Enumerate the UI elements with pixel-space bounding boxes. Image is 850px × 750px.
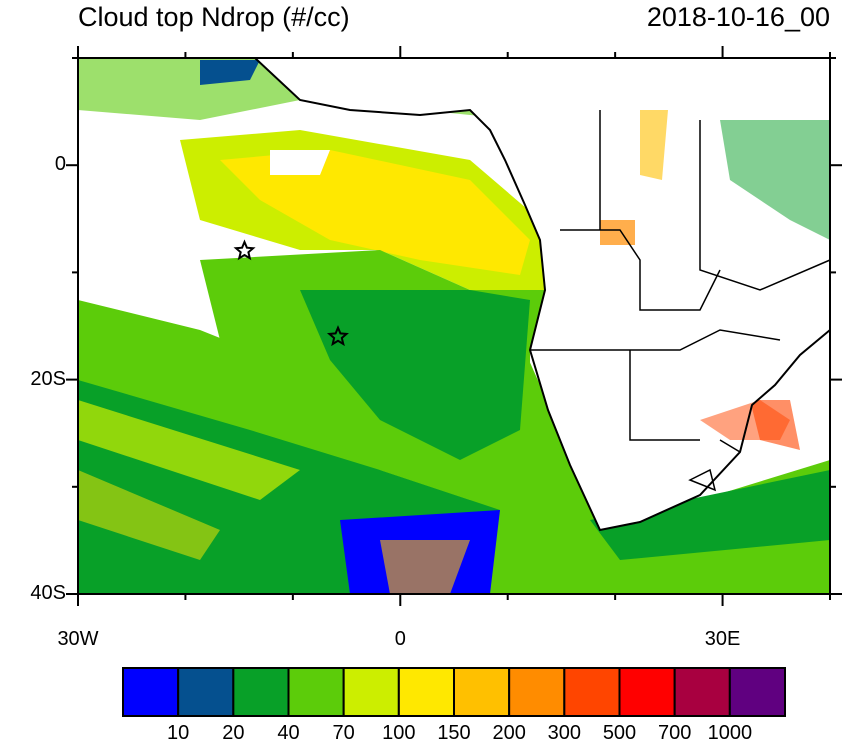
colorbar-label: 150 bbox=[437, 722, 471, 744]
colorbar-swatch bbox=[508, 667, 566, 717]
colorbar-label: 70 bbox=[332, 722, 355, 744]
cloud-field bbox=[78, 58, 830, 594]
africa-landmass bbox=[255, 58, 830, 530]
colorbar-label: 300 bbox=[547, 722, 582, 744]
plot-date: 2018-10-16_00 bbox=[646, 2, 830, 32]
colorbar-label: 700 bbox=[657, 722, 692, 744]
country-borders bbox=[530, 110, 830, 492]
lon-label: 30E bbox=[704, 628, 741, 650]
lat-label: 0 bbox=[54, 153, 66, 176]
colorbar-swatch bbox=[177, 667, 235, 717]
colorbar-swatch bbox=[397, 667, 456, 717]
colorbar bbox=[122, 667, 786, 717]
colorbar-label: 500 bbox=[602, 722, 637, 744]
plot-title: Cloud top Ndrop (#/cc) bbox=[78, 2, 350, 32]
lat-label: 40S bbox=[30, 582, 66, 604]
colorbar-swatch bbox=[453, 667, 511, 717]
colorbar-label: 10 bbox=[167, 722, 190, 744]
colorbar-label: 40 bbox=[277, 722, 300, 744]
colorbar-swatch bbox=[618, 667, 676, 717]
lat-label: 20S bbox=[30, 367, 66, 390]
lon-label: 30W bbox=[57, 628, 99, 650]
colorbar-label: 20 bbox=[222, 722, 245, 744]
colorbar-swatch bbox=[563, 667, 621, 717]
star-marker bbox=[326, 325, 349, 347]
colorbar-label: 200 bbox=[492, 722, 526, 744]
lon-label: 0 bbox=[394, 628, 406, 650]
colorbar-swatch bbox=[287, 667, 345, 717]
colorbar-swatch bbox=[232, 667, 290, 717]
colorbar-swatch bbox=[673, 667, 731, 717]
colorbar-label: 1000 bbox=[707, 722, 753, 744]
axis-ticks bbox=[66, 46, 842, 606]
markers bbox=[233, 239, 349, 347]
colorbar-swatch bbox=[122, 667, 180, 717]
colorbar-swatch bbox=[342, 667, 400, 717]
colorbar-label: 100 bbox=[382, 722, 416, 744]
map-frame bbox=[77, 57, 831, 595]
colorbar-swatch bbox=[728, 667, 786, 717]
star-marker bbox=[233, 239, 256, 261]
